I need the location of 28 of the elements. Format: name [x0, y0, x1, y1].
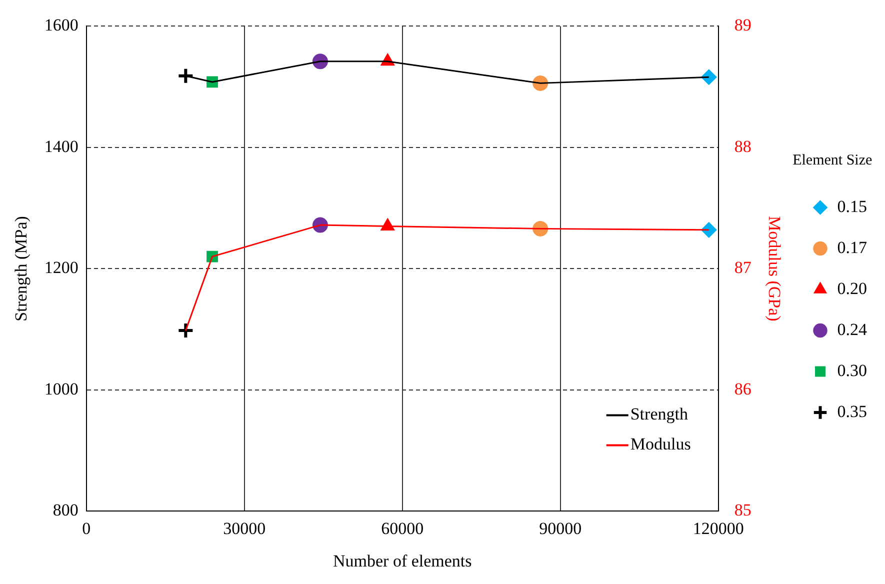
y2-tick-label: 85 [734, 500, 752, 520]
y-axis-title: Strength (MPa) [12, 216, 31, 322]
y-tick-label: 1400 [44, 136, 78, 156]
y2-tick-label: 87 [734, 258, 752, 278]
x-tick-label: 0 [82, 518, 91, 538]
x-tick-label: 90000 [539, 518, 582, 538]
y2-tick-label: 89 [734, 16, 752, 35]
y2-tick-label: 86 [734, 379, 752, 398]
y-tick-label: 800 [52, 500, 78, 520]
y2-tick-label: 88 [734, 136, 752, 156]
x-tick-label: 120000 [692, 518, 744, 538]
legend-title: Element Size [792, 152, 872, 168]
y-tick-label: 1000 [44, 379, 78, 398]
y-tick-label: 1600 [44, 16, 78, 35]
x-tick-label: 60000 [381, 518, 424, 538]
legend-label: 0.20 [837, 278, 867, 298]
legend-label: 0.35 [837, 402, 867, 421]
y2-axis-title: Modulus (GPa) [765, 216, 784, 322]
legend-label: 0.30 [837, 360, 867, 380]
legend-label: Modulus [630, 434, 691, 454]
x-tick-label: 30000 [223, 518, 266, 538]
legend-label: Strength [630, 404, 688, 424]
legend-label: 0.24 [837, 320, 868, 339]
legend-label: 0.15 [837, 196, 867, 216]
point [177, 322, 194, 340]
x-axis-title: Number of elements [332, 551, 472, 570]
y-tick-label: 1200 [44, 258, 78, 278]
legend-label: 0.17 [837, 238, 868, 257]
